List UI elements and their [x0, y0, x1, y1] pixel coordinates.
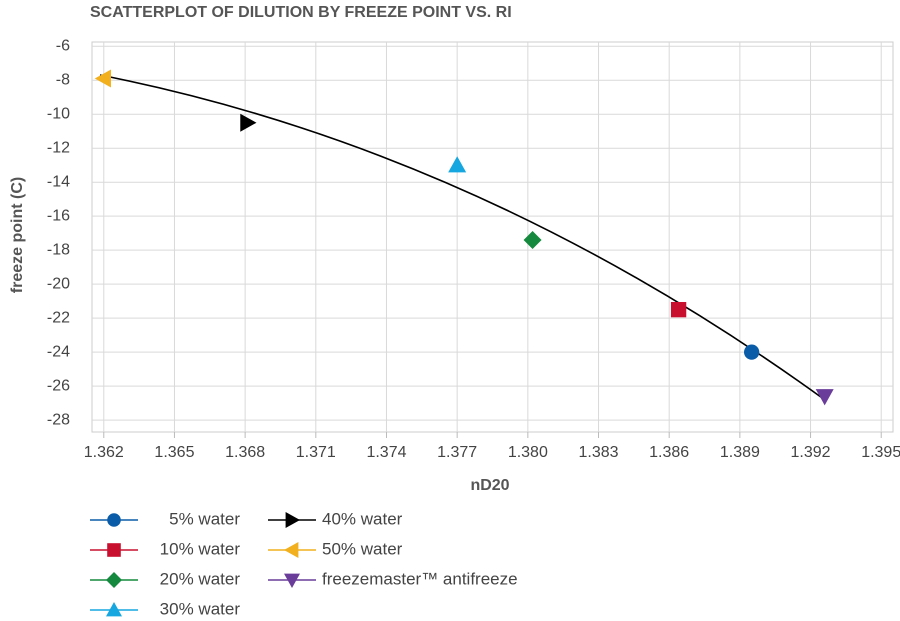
legend-label: freezemaster™ antifreeze [322, 569, 518, 588]
y-tick-label: -20 [47, 275, 70, 292]
y-tick-label: -8 [56, 71, 70, 88]
plot-border [91, 41, 894, 433]
y-axis-label: freeze point (C) [9, 177, 26, 293]
trendline [99, 74, 826, 401]
marker [240, 113, 257, 132]
marker [743, 344, 760, 360]
y-tick-label: -10 [47, 105, 70, 122]
y-tick-label: -18 [47, 241, 70, 258]
marker [284, 573, 300, 588]
marker [107, 543, 121, 557]
x-tick-label: 1.374 [366, 444, 406, 461]
marker [284, 542, 299, 558]
marker [107, 513, 121, 527]
x-tick-label: 1.395 [861, 444, 900, 461]
y-tick-label: -14 [47, 173, 70, 190]
y-tick-label: -12 [47, 139, 70, 156]
x-tick-label: 1.377 [437, 444, 477, 461]
x-tick-label: 1.383 [578, 444, 618, 461]
x-tick-label: 1.368 [225, 444, 265, 461]
y-tick-label: -16 [47, 207, 70, 224]
y-tick-label: -22 [47, 309, 70, 326]
chart-title: SCATTERPLOT OF DILUTION BY FREEZE POINT … [90, 4, 512, 21]
legend-label: 50% water [322, 539, 403, 558]
x-tick-label: 1.371 [296, 444, 336, 461]
legend-label: 10% water [160, 539, 241, 558]
y-tick-label: -28 [47, 411, 70, 428]
legend-label: 20% water [160, 569, 241, 588]
marker [815, 389, 834, 406]
y-tick-label: -24 [47, 343, 70, 360]
x-axis-label: nD20 [470, 477, 509, 494]
y-tick-label: -26 [47, 377, 70, 394]
x-tick-label: 1.362 [84, 444, 124, 461]
marker [285, 512, 300, 528]
legend-label: 40% water [322, 509, 403, 528]
legend-label: 5% water [169, 509, 240, 528]
marker [523, 230, 542, 249]
x-tick-label: 1.386 [649, 444, 689, 461]
legend-label: 30% water [160, 599, 241, 618]
marker [94, 69, 111, 88]
x-tick-label: 1.380 [508, 444, 548, 461]
marker [106, 572, 122, 588]
marker [448, 156, 467, 173]
marker [670, 301, 687, 318]
y-tick-label: -6 [56, 37, 70, 54]
marker [106, 602, 122, 617]
x-tick-label: 1.389 [720, 444, 760, 461]
x-tick-label: 1.392 [791, 444, 831, 461]
x-tick-label: 1.365 [154, 444, 194, 461]
